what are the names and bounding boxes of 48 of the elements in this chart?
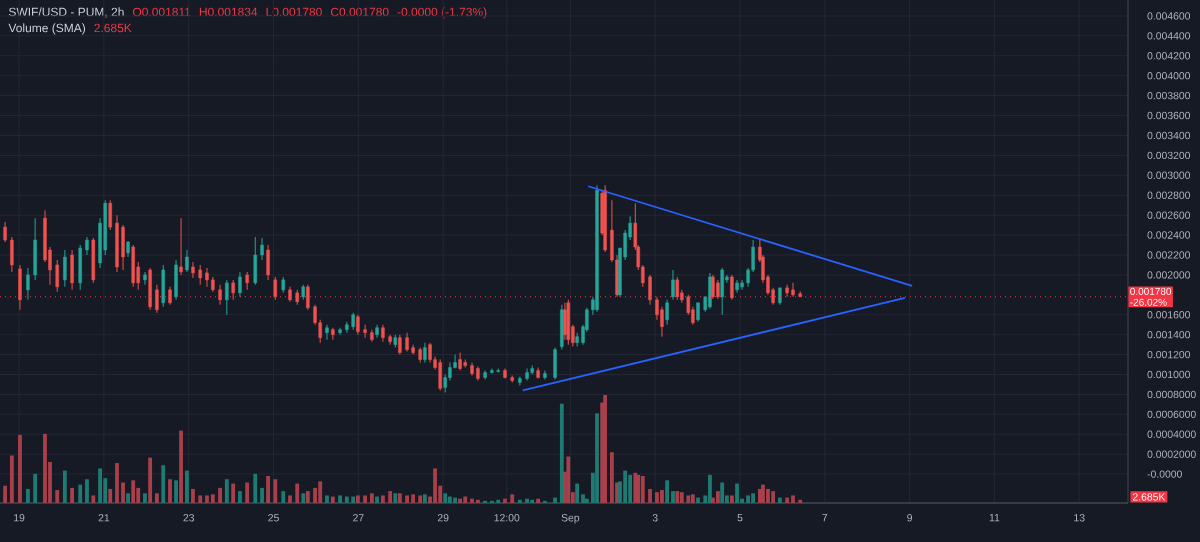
y-tick-label: 0.002400	[1147, 231, 1191, 239]
y-tick-label: 0.003600	[1147, 111, 1191, 120]
x-tick-label: 19	[14, 514, 25, 522]
y-tick-label: 0.004600	[1147, 12, 1191, 20]
y-tick-label: 0.0008000	[1147, 390, 1196, 399]
x-tick-label: 12:00	[494, 514, 520, 522]
x-tick-label: Sep	[561, 514, 580, 524]
y-tick-label: 0.001600	[1147, 311, 1191, 319]
annotation: H0.001834	[199, 7, 258, 17]
y-tick-label: 0.004000	[1147, 72, 1191, 80]
y-tick-label: 0.003000	[1147, 171, 1191, 179]
y-tick-label: 0.004200	[1147, 52, 1191, 60]
chart-title: Volume (SMA)	[8, 23, 86, 35]
y-tick-label: 0.004400	[1147, 32, 1191, 40]
y-tick-label: 0.001000	[1147, 370, 1191, 379]
x-tick-label: 7	[822, 514, 828, 522]
y-tick-label: 0.002200	[1147, 251, 1191, 259]
x-tick-label: 21	[98, 514, 110, 522]
x-tick-label: 27	[353, 514, 364, 522]
y-tick-label: 0.001400	[1147, 330, 1191, 339]
annotation: O0.001811	[132, 7, 191, 17]
x-tick-label: 11	[989, 514, 1000, 522]
y-tick-label: 0.002800	[1147, 191, 1191, 199]
y-tick-label: 0.003400	[1147, 131, 1191, 140]
x-tick-label: 29	[437, 514, 449, 522]
annotation: -0.0000 (-1.73%)	[397, 7, 487, 19]
text: 2.685K	[1132, 493, 1166, 501]
y-tick-label: -0.0000	[1147, 470, 1182, 478]
y-tick-label: 0.0004000	[1147, 430, 1196, 438]
x-tick-label: 13	[1074, 514, 1085, 522]
text: SWIF/USD - PUM, 2h	[8, 7, 124, 18]
annotation: 2.685K	[94, 23, 132, 33]
y-tick-label: 0.001200	[1147, 350, 1191, 359]
annotation: C0.001780	[330, 7, 389, 17]
ref-line-label: 0.001780	[1130, 287, 1172, 295]
y-tick-label: 0.003200	[1147, 151, 1191, 160]
x-tick-label: 5	[737, 514, 743, 522]
x-tick-label: 25	[268, 514, 279, 522]
x-tick-label: 3	[652, 514, 658, 522]
y-tick-label: 0.0002000	[1147, 450, 1196, 458]
y-tick-label: 0.002000	[1147, 271, 1191, 279]
y-tick-label: 0.0006000	[1147, 410, 1196, 419]
annotation: L0.001780	[266, 7, 322, 17]
y-tick-label: 0.002600	[1147, 211, 1191, 219]
y-tick-label: 0.003800	[1147, 91, 1191, 100]
x-tick-label: 23	[183, 514, 195, 522]
text: -26.02%	[1130, 298, 1167, 306]
x-tick-label: 9	[907, 514, 913, 522]
